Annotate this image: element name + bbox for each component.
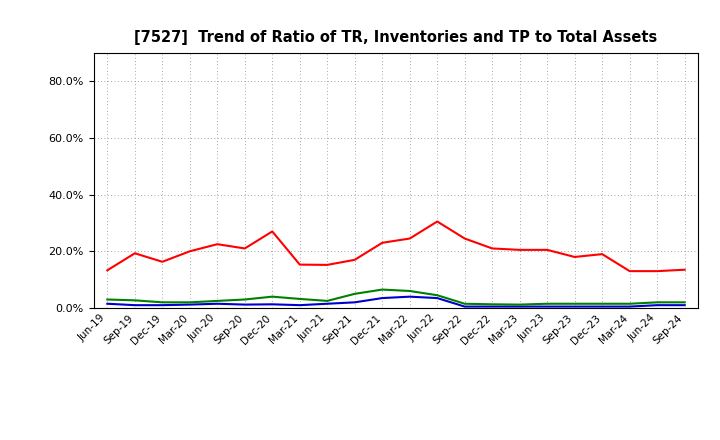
Trade Payables: [433, 293, 441, 298]
Trade Receivables: [295, 262, 304, 267]
Inventories: [323, 301, 332, 306]
Trade Payables: [460, 301, 469, 306]
Line: Inventories: Inventories: [107, 297, 685, 307]
Inventories: [378, 295, 387, 301]
Trade Payables: [295, 296, 304, 301]
Inventories: [570, 304, 579, 309]
Inventories: [351, 300, 359, 305]
Trade Payables: [405, 288, 414, 293]
Trade Receivables: [680, 267, 689, 272]
Inventories: [158, 303, 166, 308]
Trade Payables: [103, 297, 112, 302]
Trade Payables: [158, 300, 166, 305]
Trade Receivables: [268, 229, 276, 234]
Trade Payables: [351, 291, 359, 297]
Trade Payables: [543, 301, 552, 306]
Inventories: [516, 304, 524, 309]
Line: Trade Receivables: Trade Receivables: [107, 221, 685, 271]
Trade Receivables: [653, 268, 662, 274]
Trade Payables: [570, 301, 579, 306]
Trade Payables: [516, 302, 524, 307]
Inventories: [240, 302, 249, 307]
Trade Receivables: [488, 246, 497, 251]
Trade Receivables: [598, 252, 606, 257]
Inventories: [103, 301, 112, 306]
Trade Receivables: [323, 262, 332, 268]
Inventories: [626, 304, 634, 309]
Title: [7527]  Trend of Ratio of TR, Inventories and TP to Total Assets: [7527] Trend of Ratio of TR, Inventories…: [135, 29, 657, 45]
Trade Receivables: [378, 240, 387, 246]
Trade Payables: [626, 301, 634, 306]
Inventories: [433, 295, 441, 301]
Trade Receivables: [626, 268, 634, 274]
Trade Payables: [186, 300, 194, 305]
Line: Trade Payables: Trade Payables: [107, 290, 685, 304]
Inventories: [598, 304, 606, 309]
Inventories: [405, 294, 414, 299]
Trade Receivables: [433, 219, 441, 224]
Inventories: [543, 304, 552, 309]
Trade Receivables: [158, 259, 166, 264]
Trade Payables: [598, 301, 606, 306]
Trade Receivables: [570, 254, 579, 260]
Trade Receivables: [351, 257, 359, 262]
Trade Receivables: [240, 246, 249, 251]
Inventories: [653, 303, 662, 308]
Trade Receivables: [186, 249, 194, 254]
Trade Payables: [680, 300, 689, 305]
Inventories: [130, 303, 139, 308]
Trade Receivables: [405, 236, 414, 241]
Inventories: [680, 303, 689, 308]
Trade Payables: [378, 287, 387, 292]
Trade Payables: [488, 302, 497, 307]
Trade Payables: [130, 298, 139, 303]
Trade Payables: [213, 298, 222, 304]
Inventories: [460, 304, 469, 309]
Trade Receivables: [516, 247, 524, 253]
Inventories: [268, 302, 276, 307]
Trade Receivables: [543, 247, 552, 253]
Inventories: [186, 302, 194, 307]
Trade Receivables: [103, 268, 112, 273]
Trade Receivables: [130, 251, 139, 256]
Trade Receivables: [213, 242, 222, 247]
Trade Receivables: [460, 236, 469, 241]
Inventories: [488, 304, 497, 309]
Trade Payables: [268, 294, 276, 299]
Inventories: [213, 301, 222, 306]
Trade Payables: [653, 300, 662, 305]
Trade Payables: [323, 298, 332, 304]
Trade Payables: [240, 297, 249, 302]
Inventories: [295, 303, 304, 308]
